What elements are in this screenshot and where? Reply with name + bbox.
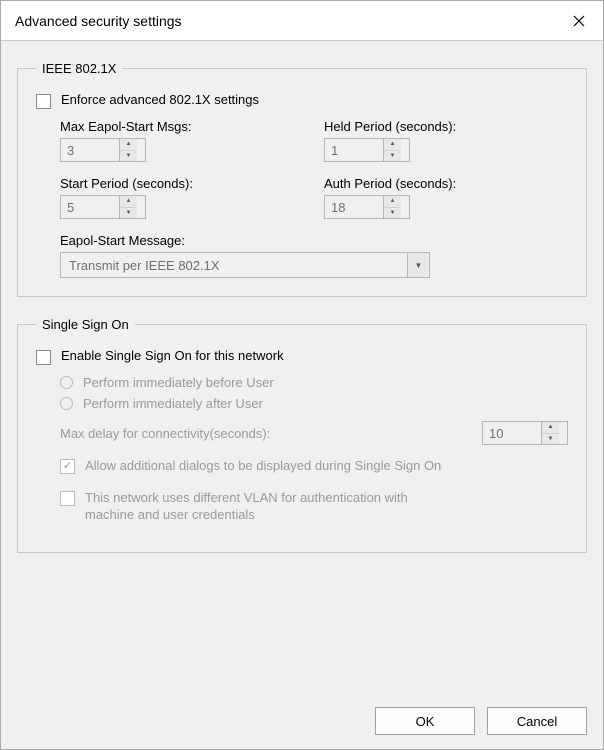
allow-dialogs-label: Allow additional dialogs to be displayed… bbox=[85, 457, 441, 475]
radio-before-row[interactable]: Perform immediately before User bbox=[60, 375, 568, 390]
spinner-down-icon[interactable]: ▼ bbox=[542, 434, 559, 445]
spinner-up-icon[interactable]: ▲ bbox=[120, 139, 137, 151]
start-period-field: Start Period (seconds): ▲ ▼ bbox=[60, 176, 304, 219]
ieee-fields-grid: Max Eapol-Start Msgs: ▲ ▼ Held Period (s… bbox=[60, 119, 568, 278]
held-period-field: Held Period (seconds): ▲ ▼ bbox=[324, 119, 568, 162]
start-period-spin-buttons[interactable]: ▲ ▼ bbox=[119, 196, 137, 218]
max-delay-label: Max delay for connectivity(seconds): bbox=[60, 426, 270, 441]
max-eapol-spin-buttons[interactable]: ▲ ▼ bbox=[119, 139, 137, 161]
cancel-button[interactable]: Cancel bbox=[487, 707, 587, 735]
ok-button-label: OK bbox=[416, 714, 435, 729]
max-delay-input[interactable] bbox=[483, 422, 541, 444]
enforce-checkbox[interactable] bbox=[36, 94, 51, 109]
spinner-down-icon[interactable]: ▼ bbox=[384, 151, 401, 162]
auth-period-field: Auth Period (seconds): ▲ ▼ bbox=[324, 176, 568, 219]
close-icon bbox=[573, 15, 585, 27]
enforce-checkbox-row[interactable]: Enforce advanced 802.1X settings bbox=[36, 92, 568, 109]
max-delay-spinner[interactable]: ▲ ▼ bbox=[482, 421, 568, 445]
max-eapol-input[interactable] bbox=[61, 139, 119, 161]
spinner-down-icon[interactable]: ▼ bbox=[384, 208, 401, 219]
diff-vlan-label: This network uses different VLAN for aut… bbox=[85, 489, 445, 524]
radio-after-label: Perform immediately after User bbox=[83, 396, 263, 411]
close-button[interactable] bbox=[555, 1, 603, 41]
ieee-legend: IEEE 802.1X bbox=[36, 61, 122, 76]
sso-groupbox: Single Sign On Enable Single Sign On for… bbox=[17, 317, 587, 553]
window-title: Advanced security settings bbox=[15, 13, 182, 29]
sso-options: Perform immediately before User Perform … bbox=[60, 375, 568, 524]
combo-dropdown-button[interactable]: ▼ bbox=[407, 253, 429, 277]
dialog-window: Advanced security settings IEEE 802.1X E… bbox=[0, 0, 604, 750]
auth-period-label: Auth Period (seconds): bbox=[324, 176, 568, 191]
spinner-up-icon[interactable]: ▲ bbox=[384, 139, 401, 151]
held-period-label: Held Period (seconds): bbox=[324, 119, 568, 134]
eapol-message-combo[interactable]: Transmit per IEEE 802.1X ▼ bbox=[60, 252, 430, 278]
max-eapol-field: Max Eapol-Start Msgs: ▲ ▼ bbox=[60, 119, 304, 162]
sso-legend: Single Sign On bbox=[36, 317, 135, 332]
ieee-groupbox: IEEE 802.1X Enforce advanced 802.1X sett… bbox=[17, 61, 587, 297]
start-period-label: Start Period (seconds): bbox=[60, 176, 304, 191]
eapol-message-label: Eapol-Start Message: bbox=[60, 233, 568, 248]
chevron-down-icon: ▼ bbox=[415, 261, 423, 270]
enforce-label: Enforce advanced 802.1X settings bbox=[61, 92, 259, 107]
held-period-spin-buttons[interactable]: ▲ ▼ bbox=[383, 139, 401, 161]
ok-button[interactable]: OK bbox=[375, 707, 475, 735]
diff-vlan-row[interactable]: This network uses different VLAN for aut… bbox=[60, 489, 568, 524]
eapol-message-value: Transmit per IEEE 802.1X bbox=[61, 258, 407, 273]
eapol-message-field: Eapol-Start Message: Transmit per IEEE 8… bbox=[60, 233, 568, 278]
diff-vlan-checkbox[interactable] bbox=[60, 491, 75, 506]
auth-period-spinner[interactable]: ▲ ▼ bbox=[324, 195, 410, 219]
radio-after[interactable] bbox=[60, 397, 73, 410]
titlebar: Advanced security settings bbox=[1, 1, 603, 41]
dialog-content: IEEE 802.1X Enforce advanced 802.1X sett… bbox=[1, 41, 603, 699]
spinner-up-icon[interactable]: ▲ bbox=[542, 422, 559, 434]
auth-period-spin-buttons[interactable]: ▲ ▼ bbox=[383, 196, 401, 218]
held-period-input[interactable] bbox=[325, 139, 383, 161]
enable-sso-label: Enable Single Sign On for this network bbox=[61, 348, 284, 363]
allow-dialogs-checkbox[interactable]: ✓ bbox=[60, 459, 75, 474]
dialog-footer: OK Cancel bbox=[1, 699, 603, 749]
radio-before-label: Perform immediately before User bbox=[83, 375, 274, 390]
spinner-down-icon[interactable]: ▼ bbox=[120, 151, 137, 162]
start-period-input[interactable] bbox=[61, 196, 119, 218]
max-delay-spin-buttons[interactable]: ▲ ▼ bbox=[541, 422, 559, 444]
spinner-up-icon[interactable]: ▲ bbox=[384, 196, 401, 208]
auth-period-input[interactable] bbox=[325, 196, 383, 218]
radio-after-row[interactable]: Perform immediately after User bbox=[60, 396, 568, 411]
enable-sso-row[interactable]: Enable Single Sign On for this network bbox=[36, 348, 568, 365]
held-period-spinner[interactable]: ▲ ▼ bbox=[324, 138, 410, 162]
spinner-up-icon[interactable]: ▲ bbox=[120, 196, 137, 208]
cancel-button-label: Cancel bbox=[517, 714, 557, 729]
start-period-spinner[interactable]: ▲ ▼ bbox=[60, 195, 146, 219]
radio-before[interactable] bbox=[60, 376, 73, 389]
max-eapol-label: Max Eapol-Start Msgs: bbox=[60, 119, 304, 134]
spinner-down-icon[interactable]: ▼ bbox=[120, 208, 137, 219]
allow-dialogs-row[interactable]: ✓ Allow additional dialogs to be display… bbox=[60, 457, 568, 475]
max-eapol-spinner[interactable]: ▲ ▼ bbox=[60, 138, 146, 162]
max-delay-row: Max delay for connectivity(seconds): ▲ ▼ bbox=[60, 421, 568, 445]
enable-sso-checkbox[interactable] bbox=[36, 350, 51, 365]
